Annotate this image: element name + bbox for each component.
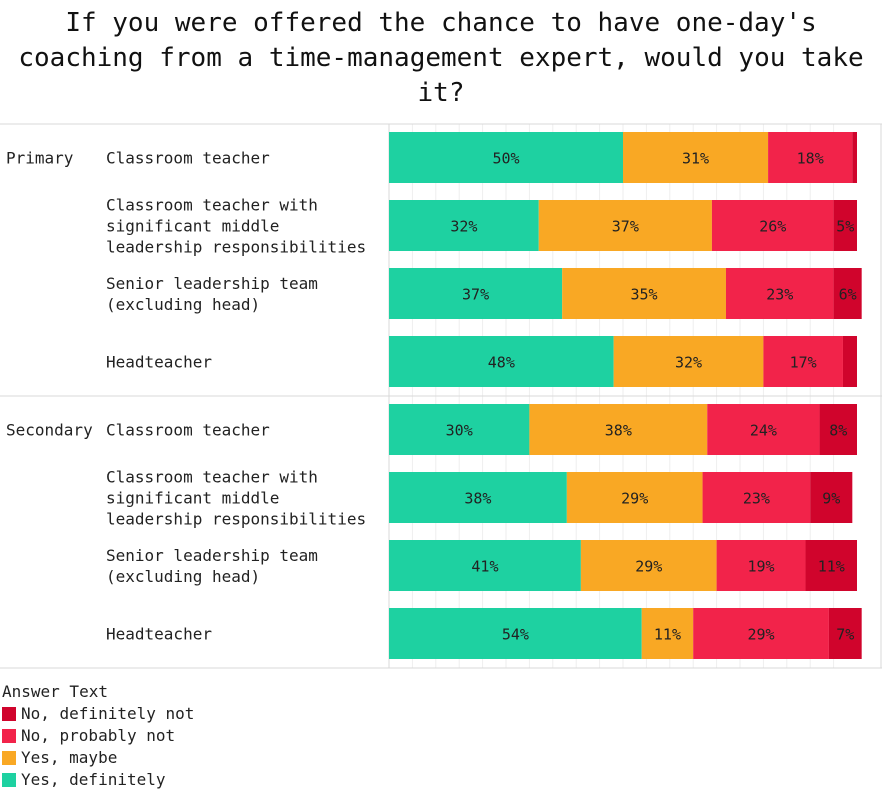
bar-segment: [842, 336, 857, 387]
category-label: (excluding head): [106, 295, 260, 314]
bar-segment: [389, 608, 642, 659]
data-label: 17%: [790, 354, 817, 372]
legend-item: No, definitely not: [2, 703, 194, 725]
category-label: Headteacher: [106, 353, 212, 372]
data-label: 24%: [750, 422, 777, 440]
data-label: 38%: [605, 422, 632, 440]
data-label: 29%: [748, 626, 775, 644]
data-label: 11%: [818, 558, 845, 576]
group-label: Primary: [6, 149, 74, 168]
legend-label: No, definitely not: [21, 704, 195, 723]
data-label: 29%: [621, 490, 648, 508]
bar-segment: [562, 268, 726, 319]
data-label: 32%: [675, 354, 702, 372]
bar-segment: [716, 540, 806, 591]
category-label: Classroom teacher: [106, 421, 270, 440]
bar-segment: [623, 132, 769, 183]
bar-segment: [805, 540, 857, 591]
bar-segment: [389, 404, 530, 455]
data-label: 41%: [471, 558, 498, 576]
bar-segment: [702, 472, 811, 523]
category-label: Senior leadership team: [106, 546, 318, 565]
bar-segment: [833, 268, 862, 319]
data-label: 37%: [612, 218, 639, 236]
legend-swatch: [2, 773, 16, 787]
bar-segment: [641, 608, 694, 659]
data-label: 29%: [635, 558, 662, 576]
legend-item: Yes, definitely: [2, 769, 194, 791]
data-label: 35%: [631, 286, 658, 304]
legend-swatch: [2, 729, 16, 743]
data-label: 5%: [836, 218, 854, 236]
group-label: Secondary: [6, 421, 93, 440]
category-label: Classroom teacher: [106, 149, 270, 168]
legend-item: Yes, maybe: [2, 747, 194, 769]
category-label: Classroom teacher with: [106, 468, 318, 487]
category-label: Senior leadership team: [106, 274, 318, 293]
data-label: 7%: [836, 626, 854, 644]
data-label: 50%: [492, 150, 519, 168]
chart-title: If you were offered the chance to have o…: [18, 8, 864, 108]
bar-segment: [613, 336, 764, 387]
category-label: leadership responsibilities: [106, 238, 366, 257]
bar-segment: [693, 608, 829, 659]
category-label: Headteacher: [106, 625, 212, 644]
bar-segment: [389, 540, 581, 591]
legend-title: Answer Text: [2, 682, 108, 701]
data-label: 26%: [759, 218, 786, 236]
bar-segment: [810, 472, 853, 523]
data-label: 32%: [450, 218, 477, 236]
category-label: leadership responsibilities: [106, 510, 366, 529]
bar-segment: [763, 336, 843, 387]
data-label: 54%: [502, 626, 529, 644]
bar-segment: [828, 608, 862, 659]
bar-segment: [389, 268, 563, 319]
data-label: 37%: [462, 286, 489, 304]
data-label: 8%: [829, 422, 847, 440]
data-label: 9%: [822, 490, 840, 508]
bar-segment: [711, 200, 834, 251]
data-label: 19%: [748, 558, 775, 576]
bar-segment: [580, 540, 717, 591]
data-label: 23%: [766, 286, 793, 304]
data-label: 23%: [743, 490, 770, 508]
bar-segment: [389, 336, 614, 387]
category-label: (excluding head): [106, 567, 260, 586]
bar-segment: [566, 472, 703, 523]
category-label: significant middle: [106, 489, 279, 508]
data-label: 38%: [464, 490, 491, 508]
data-label: 30%: [446, 422, 473, 440]
legend-item: No, probably not: [2, 725, 194, 747]
bar-segment: [389, 472, 567, 523]
legend-label: Yes, maybe: [21, 748, 118, 767]
data-label: 31%: [682, 150, 709, 168]
category-label: Classroom teacher with: [106, 196, 318, 215]
data-label: 6%: [839, 286, 857, 304]
bar-segment: [389, 200, 539, 251]
legend-items: No, definitely not No, probably not Yes, m…: [2, 703, 194, 791]
bar-segment: [389, 132, 623, 183]
bar-segment: [768, 132, 853, 183]
legend-swatch: [2, 751, 16, 765]
data-label: 48%: [488, 354, 515, 372]
data-label: 18%: [797, 150, 824, 168]
legend: Answer Text No, definitely not No, probab…: [2, 681, 194, 791]
legend-swatch: [2, 707, 16, 721]
bar-segment: [852, 132, 857, 183]
category-label: significant middle: [106, 217, 279, 236]
legend-label: No, probably not: [21, 726, 176, 745]
bar-segment: [725, 268, 834, 319]
data-label: 11%: [654, 626, 681, 644]
bar-segment: [529, 404, 708, 455]
bar-segment: [833, 200, 857, 251]
bar-segment: [538, 200, 712, 251]
legend-label: Yes, definitely: [21, 770, 166, 789]
bar-segment: [707, 404, 820, 455]
bar-segment: [819, 404, 857, 455]
